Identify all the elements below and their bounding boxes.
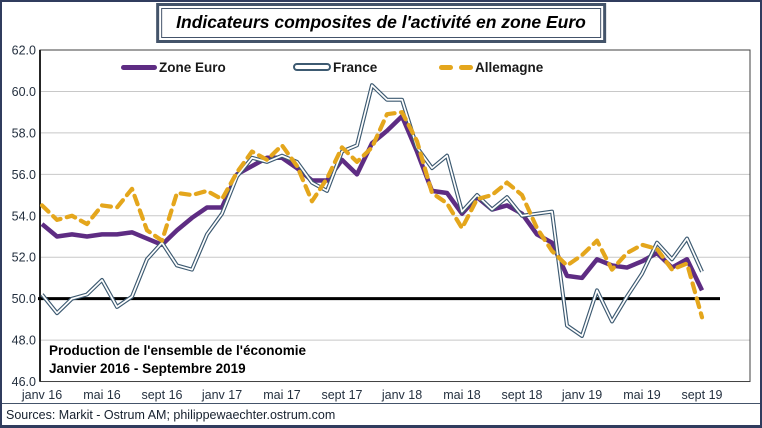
sources-bar: Sources: Markit - Ostrum AM; philippewae…	[2, 403, 760, 425]
y-tick-label: 56.0	[12, 168, 36, 182]
y-tick-label: 62.0	[12, 44, 36, 58]
chart-line-allemagne	[39, 110, 705, 320]
zone-euro-line-marker	[121, 64, 157, 70]
france-line-marker	[293, 63, 331, 71]
x-tick-label: mai 17	[263, 388, 301, 402]
page-title: Indicateurs composites de l'activité en …	[176, 12, 586, 32]
annotation-line2: Janvier 2016 - Septembre 2019	[49, 360, 246, 376]
y-tick-label: 60.0	[12, 85, 36, 99]
x-tick-label: sept 16	[141, 388, 182, 402]
chart-line-france-inner	[41, 84, 703, 337]
y-tick-label: 58.0	[12, 126, 36, 140]
legend-label-france: France	[333, 59, 378, 75]
chart-title-box: Indicateurs composites de l'activité en …	[156, 3, 606, 43]
legend-label-allemagne: Allemagne	[475, 59, 544, 75]
x-tick-label: janv 16	[21, 388, 62, 402]
x-tick-label: sept 18	[501, 388, 542, 402]
composite-pmi-chart: 62.060.058.056.054.052.050.048.046.0janv…	[12, 44, 751, 402]
chart-legend: Zone Euro France Allemagne	[2, 59, 760, 75]
annotation-line1: Production de l'ensemble de l'économie	[49, 343, 306, 358]
y-tick-label: 46.0	[12, 375, 36, 389]
legend-item-france: France	[293, 59, 377, 75]
legend-item-allemagne: Allemagne	[439, 59, 543, 75]
legend-item-zone-euro: Zone Euro	[121, 59, 226, 75]
x-tick-label: mai 19	[623, 388, 661, 402]
x-tick-label: mai 16	[83, 388, 121, 402]
sources-text: Sources: Markit - Ostrum AM; philippewae…	[6, 407, 336, 422]
chart-area: 62.0 60.0 58.0 56.0 54.0 52.0 50.0 48.0 46.0 janv…	[2, 2, 760, 406]
y-tick-label: 50.0	[12, 292, 36, 306]
chart-annotation: Production de l'ensemble de l'économie J…	[49, 342, 306, 377]
y-tick-label: 48.0	[12, 334, 36, 348]
x-tick-label: sept 17	[321, 388, 362, 402]
x-tick-label: sept 19	[681, 388, 722, 402]
x-tick-label: janv 17	[201, 388, 242, 402]
y-tick-label: 52.0	[12, 251, 36, 265]
y-tick-label: 54.0	[12, 209, 36, 223]
legend-label-zone-euro: Zone Euro	[159, 59, 226, 75]
x-tick-label: janv 18	[381, 388, 422, 402]
allemagne-line-marker	[439, 64, 473, 70]
x-tick-label: janv 19	[561, 388, 602, 402]
x-tick-label: mai 18	[443, 388, 481, 402]
